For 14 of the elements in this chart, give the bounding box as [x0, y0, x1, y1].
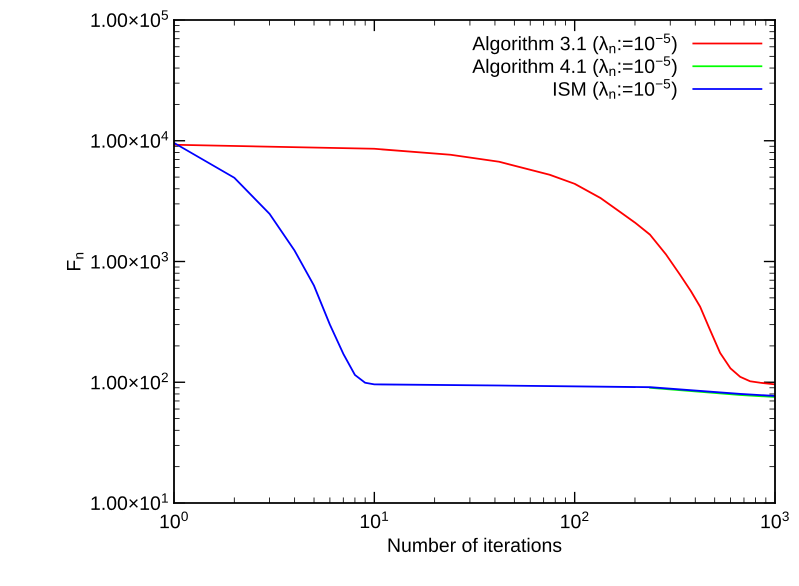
x-tick-label: 10$^{0}$: [160, 511, 188, 528]
y-axis-title: F$_{n}$: [66, 252, 84, 270]
legend-label: Algorithm 3.1 (λ$_{n}$:=10$^{−5}$): [472, 34, 677, 54]
x-tick-label: 10$^{3}$: [762, 511, 789, 528]
x-axis-title: Number of iterations: [388, 538, 562, 552]
legend-label: ISM (λ$_{n}$:=10$^{−5}$): [554, 79, 676, 100]
legend-label: Algorithm 4.1 (λ$_{n}$:=10$^{−5}$): [472, 56, 677, 77]
y-tick-label: 1.00×10$^{2}$: [91, 372, 168, 390]
x-tick-label: 10$^{1}$: [360, 511, 388, 528]
y-tick-label: 1.00×10$^{5}$: [91, 10, 168, 28]
y-tick-label: 1.00×10$^{1}$: [91, 493, 168, 510]
x-tick-label: 10$^{2}$: [561, 511, 588, 528]
y-tick-label: 1.00×10$^{3}$: [91, 252, 168, 269]
y-tick-label: 1.00×10$^{4}$: [91, 131, 168, 148]
